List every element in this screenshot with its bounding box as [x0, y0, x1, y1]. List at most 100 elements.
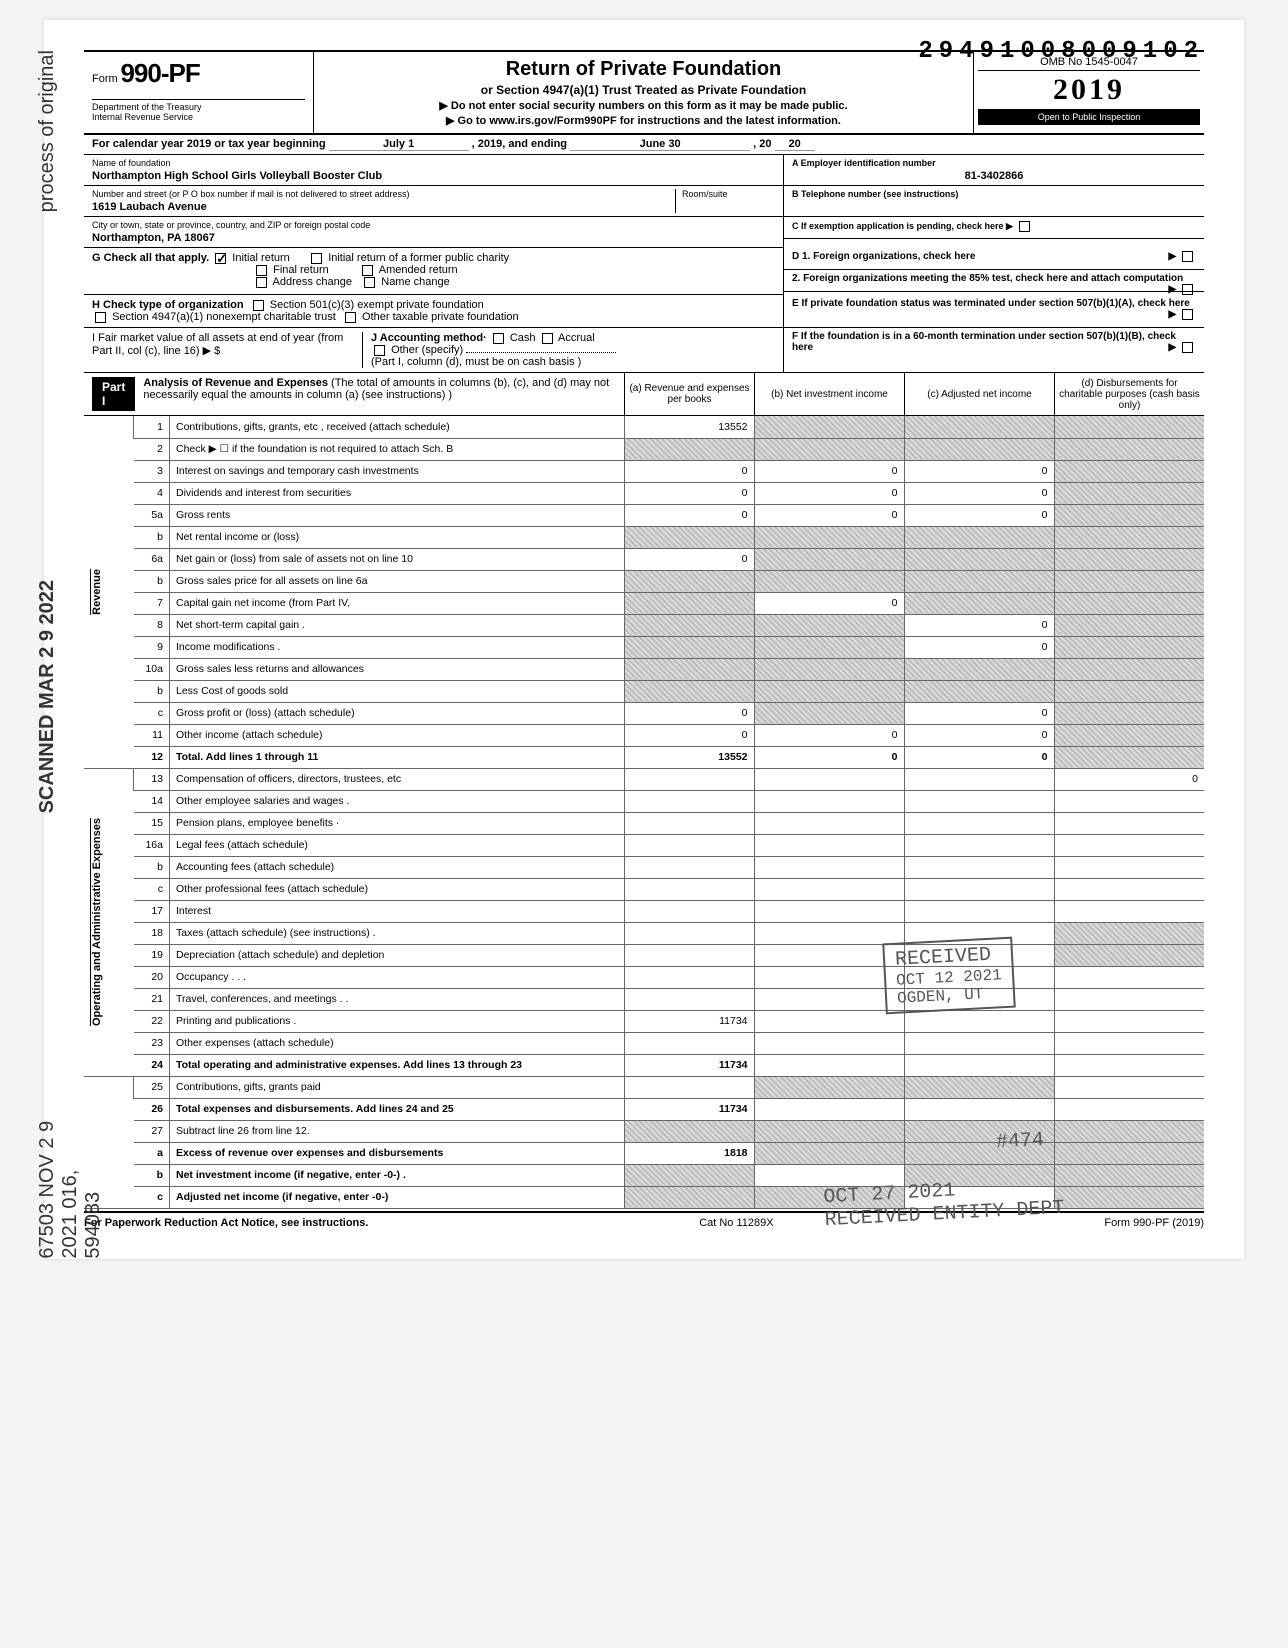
revenue-sidelabel: Revenue	[90, 569, 103, 615]
expenses-sidelabel: Operating and Administrative Expenses	[90, 818, 103, 1026]
page-footer: For Paperwork Reduction Act Notice, see …	[84, 1211, 1204, 1229]
h-other-checkbox[interactable]	[345, 312, 356, 323]
h-opt2: Section 4947(a)(1) nonexempt charitable …	[112, 311, 336, 323]
name-label: Name of foundation	[92, 158, 775, 168]
header-left: Form 990-PF Department of the Treasury I…	[84, 52, 314, 133]
d2-checkbox[interactable]	[1182, 284, 1193, 295]
form-number: 990-PF	[120, 58, 199, 88]
line-3: 3Interest on savings and temporary cash …	[84, 460, 1204, 482]
tel-label: B Telephone number (see instructions)	[792, 189, 1196, 199]
goto-line: ▶ Go to www.irs.gov/Form990PF for instru…	[322, 114, 965, 127]
line-23: 23Other expenses (attach schedule)	[84, 1032, 1204, 1054]
line-19: 19Depreciation (attach schedule) and dep…	[84, 944, 1204, 966]
j-label: J Accounting method·	[371, 332, 487, 344]
d1-label: D 1. Foreign organizations, check here	[792, 251, 975, 262]
line-11: 11Other income (attach schedule)000	[84, 724, 1204, 746]
other-label: Other (specify)	[391, 344, 463, 356]
f-label: F If the foundation is in a 60-month ter…	[792, 331, 1176, 353]
amended-checkbox[interactable]	[362, 265, 373, 276]
e-checkbox[interactable]	[1182, 309, 1193, 320]
h-label: H Check type of organization	[92, 299, 244, 311]
side-misc: 67503 NOV 2 9 2021 016, 594083	[36, 1120, 105, 1259]
line-27a: aExcess of revenue over expenses and dis…	[84, 1142, 1204, 1164]
col-d-header: (d) Disbursements for charitable purpose…	[1054, 373, 1204, 415]
entity-block: Name of foundation Northampton High Scho…	[84, 155, 1204, 248]
ein-value: 81-3402866	[792, 170, 1196, 182]
h-opt3: Other taxable private foundation	[362, 311, 519, 323]
e-label: E If private foundation status was termi…	[792, 298, 1190, 309]
warn-line: ▶ Do not enter social security numbers o…	[322, 99, 965, 112]
dept-treasury: Department of the Treasury	[92, 99, 305, 112]
f-checkbox[interactable]	[1182, 342, 1193, 353]
header-middle: Return of Private Foundation or Section …	[314, 52, 974, 133]
cash-checkbox[interactable]	[493, 333, 504, 344]
yy: 20	[775, 138, 815, 151]
other-method-checkbox[interactable]	[374, 345, 385, 356]
pending-label: C If exemption application is pending, c…	[792, 221, 1013, 231]
line-5a: 5aGross rents000	[84, 504, 1204, 526]
col-c-header: (c) Adjusted net income	[904, 373, 1054, 415]
initial-return-checkbox[interactable]	[215, 253, 226, 264]
name-change-checkbox[interactable]	[364, 277, 375, 288]
line-10a: 10aGross sales less returns and allowanc…	[84, 658, 1204, 680]
initial-former-checkbox[interactable]	[311, 253, 322, 264]
final-return-checkbox[interactable]	[256, 265, 267, 276]
addr-change-checkbox[interactable]	[256, 277, 267, 288]
opt-final: Final return	[273, 264, 329, 276]
line-8: 8Net short-term capital gain .0	[84, 614, 1204, 636]
line-27: 27Subtract line 26 from line 12.	[84, 1120, 1204, 1142]
line-16b: bAccounting fees (attach schedule)	[84, 856, 1204, 878]
foundation-name: Northampton High School Girls Volleyball…	[92, 170, 775, 182]
line-24: 24Total operating and administrative exp…	[84, 1054, 1204, 1076]
i-label: I Fair market value of all assets at end…	[92, 332, 343, 357]
col-b-header: (b) Net investment income	[754, 373, 904, 415]
form-title: Return of Private Foundation	[322, 58, 965, 81]
tax-year-big: 2019	[978, 71, 1200, 109]
line-9: 9Income modifications .0	[84, 636, 1204, 658]
accrual-checkbox[interactable]	[542, 333, 553, 344]
part1-title: Analysis of Revenue and Expenses	[143, 377, 328, 389]
section-i-f: I Fair market value of all assets at end…	[84, 328, 1204, 373]
line-4: 4Dividends and interest from securities0…	[84, 482, 1204, 504]
d1-checkbox[interactable]	[1182, 251, 1193, 262]
section-g-d: G Check all that apply. Initial return I…	[84, 248, 1204, 295]
line-22: 22Printing and publications .11734	[84, 1010, 1204, 1032]
opt-namechg: Name change	[381, 276, 450, 288]
dln-number: 29491008009102	[918, 38, 1204, 65]
col-a-header: (a) Revenue and expenses per books	[624, 373, 754, 415]
h-4947-checkbox[interactable]	[95, 312, 106, 323]
city-state-zip: Northampton, PA 18067	[92, 232, 775, 244]
h-opt1: Section 501(c)(3) exempt private foundat…	[270, 299, 484, 311]
opt-amended: Amended return	[379, 264, 458, 276]
public-inspection: Open to Public Inspection	[978, 109, 1200, 125]
line-18: 18Taxes (attach schedule) (see instructi…	[84, 922, 1204, 944]
city-label: City or town, state or province, country…	[92, 220, 775, 230]
ein-label: A Employer identification number	[792, 158, 1196, 168]
side-scanned: SCANNED MAR 2 9 2022	[36, 580, 59, 813]
footer-right: Form 990-PF (2019)	[1104, 1217, 1204, 1229]
line-17: 17Interest	[84, 900, 1204, 922]
line-5b: bNet rental income or (loss)	[84, 526, 1204, 548]
side-script: process of original	[36, 50, 59, 212]
line-25: 25Contributions, gifts, grants paid	[84, 1076, 1204, 1098]
calendar-year-row: For calendar year 2019 or tax year begin…	[84, 135, 1204, 155]
line-6a: 6aNet gain or (loss) from sale of assets…	[84, 548, 1204, 570]
line-1: Revenue 1Contributions, gifts, grants, e…	[84, 416, 1204, 438]
pending-checkbox[interactable]	[1019, 221, 1030, 232]
room-label: Room/suite	[682, 189, 775, 199]
part1-label: Part I	[92, 377, 135, 411]
street-address: 1619 Laubach Avenue	[92, 201, 675, 213]
line-26: 26Total expenses and disbursements. Add …	[84, 1098, 1204, 1120]
line-6b: bGross sales price for all assets on lin…	[84, 570, 1204, 592]
analysis-table: Revenue 1Contributions, gifts, grants, e…	[84, 416, 1204, 1209]
line-10b: bLess Cost of goods sold	[84, 680, 1204, 702]
h-501c3-checkbox[interactable]	[253, 300, 264, 311]
line-21: 21Travel, conferences, and meetings . .	[84, 988, 1204, 1010]
cal-mid: , 2019, and ending	[472, 138, 567, 150]
part1-header: Part I Analysis of Revenue and Expenses …	[84, 373, 1204, 416]
line-16a: 16aLegal fees (attach schedule)	[84, 834, 1204, 856]
line-16c: cOther professional fees (attach schedul…	[84, 878, 1204, 900]
line-2: 2Check ▶ ☐ if the foundation is not requ…	[84, 438, 1204, 460]
form-page: 29491008009102 process of original SCANN…	[44, 20, 1244, 1259]
yy-prefix: , 20	[753, 138, 771, 150]
